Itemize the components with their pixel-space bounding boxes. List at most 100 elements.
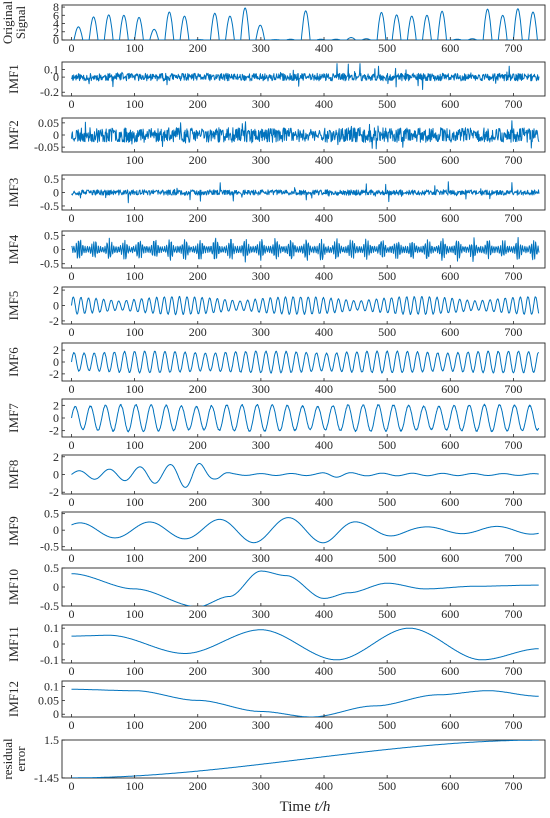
x-tick-label: 600 — [441, 382, 459, 396]
axes-frame — [61, 624, 546, 664]
y-tick-label: -1.45 — [34, 771, 59, 785]
x-tick-label: 200 — [189, 41, 207, 55]
x-tick-label: 100 — [126, 211, 144, 225]
x-tick-label: 300 — [252, 325, 270, 339]
y-tick-label: 2 — [53, 25, 59, 39]
series-line — [71, 517, 539, 544]
x-tick-label: 200 — [189, 153, 207, 167]
axes-frame — [61, 511, 546, 551]
x-tick-label: 500 — [378, 269, 396, 283]
y-tick-label: 0.5 — [44, 228, 59, 242]
series-line — [71, 181, 540, 204]
x-tick-label: 300 — [252, 382, 270, 396]
x-tick-label: 700 — [504, 41, 522, 55]
x-tick-label: 600 — [441, 551, 459, 565]
y-axis-label: IMF6 — [6, 347, 21, 377]
x-tick-label: 600 — [441, 41, 459, 55]
x-tick-label: 500 — [378, 153, 396, 167]
x-tick-label: 700 — [504, 269, 522, 283]
y-tick-label: 2 — [53, 283, 59, 297]
y-tick-label: -2 — [49, 367, 59, 381]
y-tick-label: 0.1 — [44, 63, 59, 77]
x-tick-label: 300 — [252, 438, 270, 452]
x-tick-label: 300 — [252, 97, 270, 111]
x-tick-label: 500 — [378, 211, 396, 225]
axes-frame — [61, 454, 546, 495]
x-tick-label: 0 — [68, 269, 74, 283]
axes-frame — [61, 680, 546, 718]
x-axis-label: Time t/h — [280, 799, 331, 815]
x-tick-label: 500 — [378, 551, 396, 565]
x-tick-label: 200 — [189, 551, 207, 565]
x-tick-label: 700 — [504, 607, 522, 621]
y-axis-label: error — [13, 746, 28, 772]
y-axis-label: IMF5 — [6, 291, 21, 321]
x-tick-label: 600 — [441, 438, 459, 452]
y-tick-label: 0 — [53, 70, 59, 84]
x-tick-label: 200 — [189, 382, 207, 396]
series-line — [71, 740, 539, 778]
x-tick-label: 400 — [315, 153, 333, 167]
x-tick-label: 100 — [126, 495, 144, 509]
x-tick-label: 100 — [126, 153, 144, 167]
x-tick-label: 100 — [126, 779, 144, 793]
x-tick-label: 600 — [441, 718, 459, 732]
y-tick-label: -0.1 — [40, 653, 59, 667]
x-tick-label: 200 — [189, 718, 207, 732]
x-tick-label: 300 — [252, 269, 270, 283]
y-tick-label: 0 — [53, 243, 59, 257]
x-tick-label: 0 — [68, 495, 74, 509]
x-tick-label: 700 — [504, 495, 522, 509]
x-tick-label: 100 — [126, 551, 144, 565]
y-tick-label: 0 — [53, 637, 59, 651]
x-tick-label: 400 — [315, 382, 333, 396]
y-axis-label: residual — [0, 738, 15, 780]
x-tick-label: 600 — [441, 779, 459, 793]
y-tick-label: 0 — [53, 186, 59, 200]
y-tick-label: -0.5 — [40, 540, 59, 554]
y-tick-label: 0.05 — [38, 693, 59, 707]
x-tick-label: 100 — [126, 718, 144, 732]
axes-frame — [61, 398, 546, 438]
x-tick-label: 600 — [441, 153, 459, 167]
y-tick-label: 0.1 — [44, 621, 59, 635]
x-tick-label: 100 — [126, 97, 144, 111]
x-tick-label: 700 — [504, 779, 522, 793]
x-tick-label: 400 — [315, 211, 333, 225]
x-tick-label: 400 — [315, 269, 333, 283]
y-tick-label: -0.05 — [34, 140, 59, 154]
x-tick-label: 400 — [315, 779, 333, 793]
y-tick-label: 0 — [53, 33, 59, 47]
x-tick-label: 500 — [378, 607, 396, 621]
x-tick-label: 400 — [315, 551, 333, 565]
y-tick-label: -0.2 — [40, 85, 59, 99]
x-tick-label: 400 — [315, 718, 333, 732]
y-tick-label: 0 — [53, 468, 59, 482]
axes-frame — [61, 286, 546, 325]
x-tick-label: 500 — [378, 438, 396, 452]
x-tick-label: 700 — [504, 325, 522, 339]
x-tick-label: 0 — [68, 664, 74, 678]
x-tick-label: 200 — [189, 779, 207, 793]
x-tick-label: 0 — [68, 41, 74, 55]
y-axis-label: IMF9 — [6, 516, 21, 546]
x-tick-label: 300 — [252, 41, 270, 55]
x-tick-label: 0 — [68, 211, 74, 225]
x-tick-label: 700 — [504, 438, 522, 452]
y-tick-label: 0.5 — [44, 507, 59, 521]
y-tick-label: 1.5 — [44, 733, 59, 747]
x-tick-label: 0 — [68, 382, 74, 396]
series-line — [71, 295, 540, 316]
y-axis-label: IMF7 — [6, 403, 21, 433]
series-line — [71, 570, 539, 606]
x-tick-label: 400 — [315, 664, 333, 678]
y-tick-label: -2 — [49, 314, 59, 328]
y-tick-label: 2 — [53, 450, 59, 464]
x-tick-label: 200 — [189, 97, 207, 111]
x-tick-label: 300 — [252, 211, 270, 225]
